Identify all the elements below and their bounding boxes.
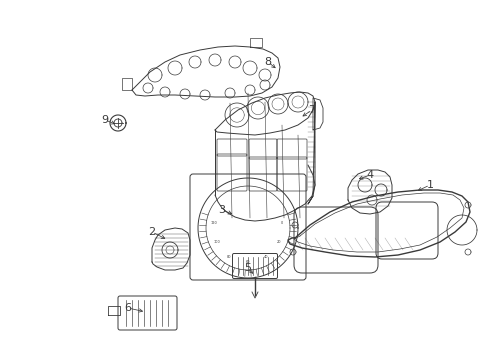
Text: 7: 7	[308, 105, 315, 115]
Text: 0: 0	[280, 221, 282, 225]
Text: 100: 100	[213, 240, 220, 244]
Text: 2: 2	[148, 227, 155, 237]
Text: 1: 1	[426, 180, 433, 190]
Text: 20: 20	[276, 240, 281, 244]
Text: 8: 8	[264, 57, 271, 67]
Text: 60: 60	[245, 260, 250, 264]
Text: 9: 9	[101, 115, 108, 125]
Text: 120: 120	[211, 221, 217, 225]
Text: 40: 40	[264, 255, 268, 258]
Text: 4: 4	[366, 170, 373, 180]
Text: 5: 5	[244, 263, 251, 273]
Text: 6: 6	[124, 303, 131, 313]
Text: 3: 3	[218, 205, 225, 215]
Text: 80: 80	[227, 255, 231, 258]
